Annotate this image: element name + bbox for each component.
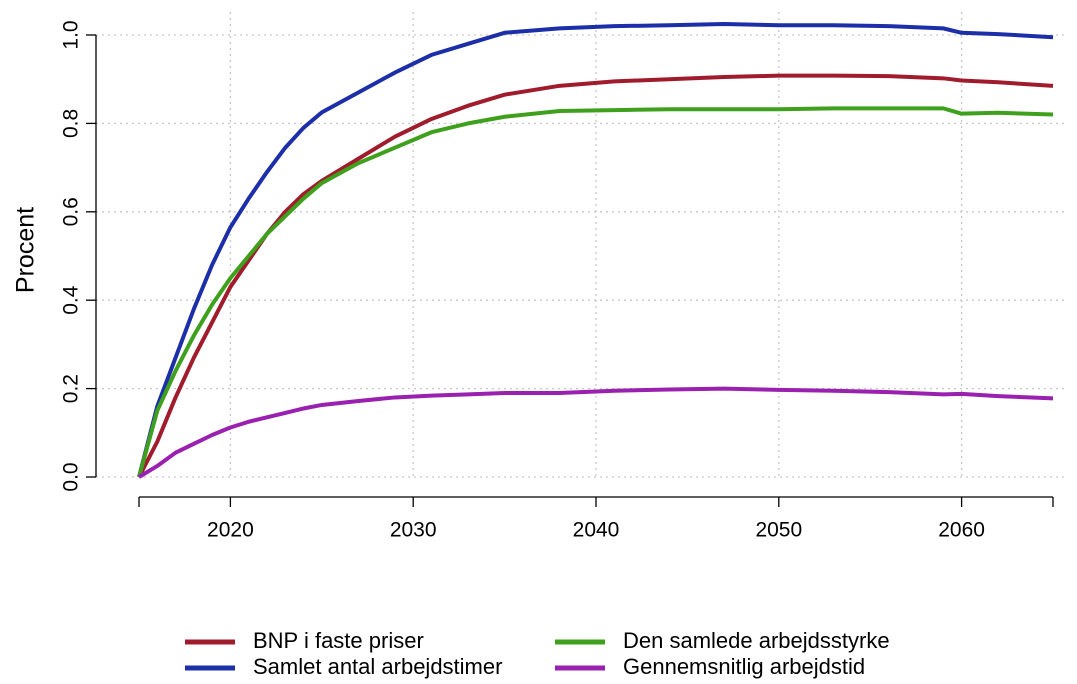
- y-tick-label: 0.8: [60, 109, 83, 138]
- y-tick-label: 1.0: [60, 20, 83, 49]
- legend-label: Den samlede arbejdsstyrke: [623, 628, 890, 653]
- data-line: [137, 21, 1054, 478]
- x-tick-label: 2030: [390, 519, 437, 542]
- x-tick-label: 2040: [573, 519, 620, 542]
- y-axis-label: Procent: [12, 207, 40, 293]
- x-tick-label: 2020: [207, 519, 254, 542]
- legend-label: Gennemsnitlig arbejdstid: [623, 654, 865, 679]
- x-tick-label: 2050: [755, 519, 802, 542]
- x-tick-label: 2060: [938, 519, 985, 542]
- y-tick-label: 0.2: [60, 374, 83, 403]
- legend-label: Samlet antal arbejdstimer: [253, 654, 502, 679]
- y-tick-label: 0.6: [60, 197, 83, 226]
- y-tick-label: 0.4: [60, 285, 83, 315]
- data-line: [137, 73, 1054, 478]
- data-line: [137, 386, 1054, 479]
- legend-label: BNP i faste priser: [253, 628, 424, 653]
- y-tick-label: 0.0: [60, 462, 83, 491]
- data-line: [137, 106, 1054, 478]
